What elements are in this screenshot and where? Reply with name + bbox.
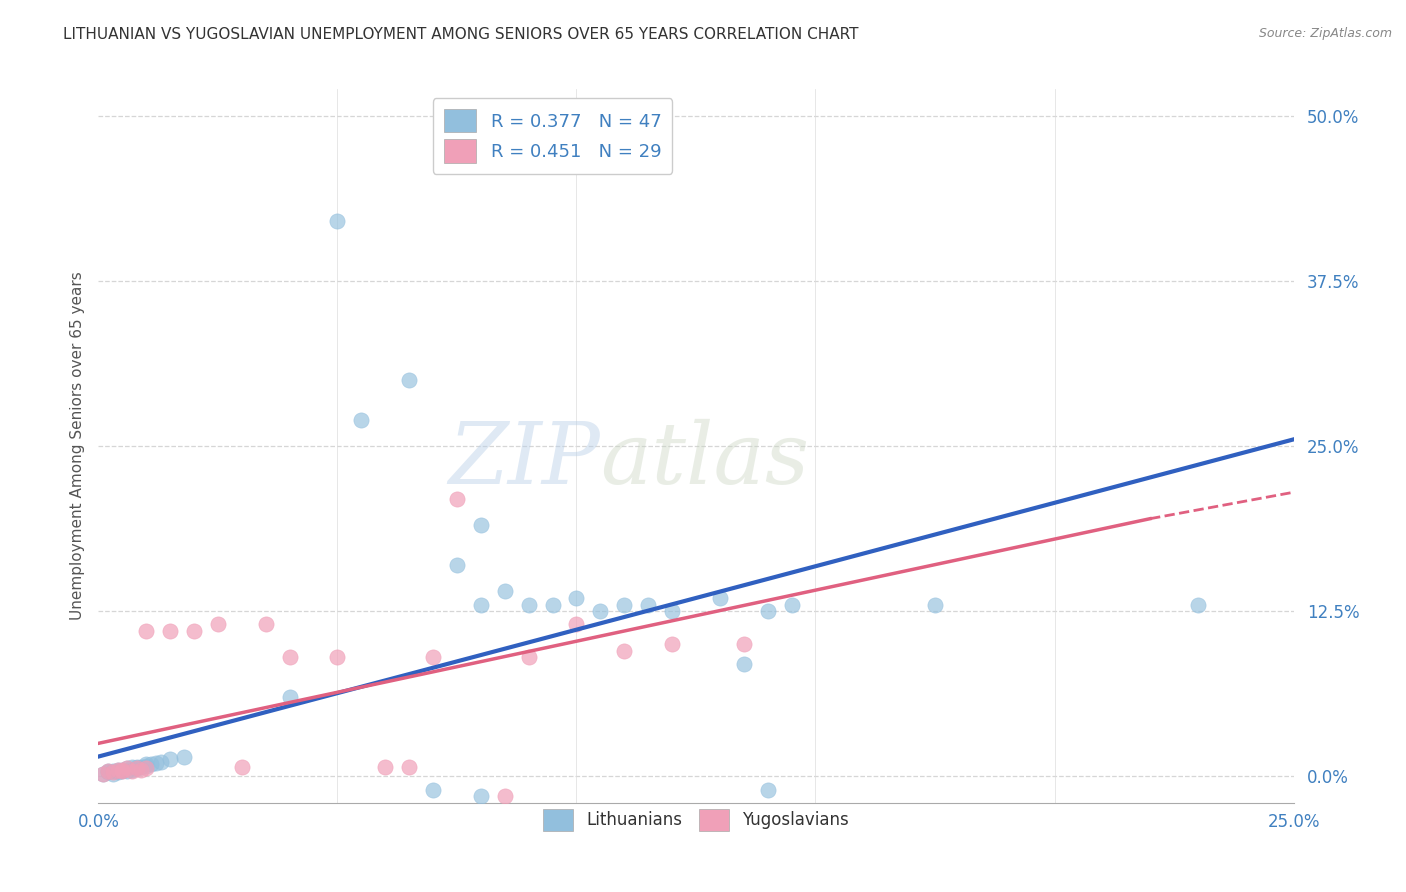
Point xyxy=(398,760,420,774)
Point xyxy=(589,604,612,618)
Point xyxy=(278,690,301,704)
Point xyxy=(709,591,731,605)
Y-axis label: Unemployment Among Seniors over 65 years: Unemployment Among Seniors over 65 years xyxy=(69,272,84,620)
Point xyxy=(107,765,129,780)
Point xyxy=(135,761,157,775)
Point xyxy=(422,782,444,797)
Point xyxy=(121,764,143,778)
Point xyxy=(374,760,396,774)
Point xyxy=(91,766,114,780)
Point xyxy=(326,214,349,228)
Point xyxy=(91,766,114,780)
Point xyxy=(135,759,157,773)
Point xyxy=(97,764,120,778)
Point xyxy=(135,757,157,772)
Point xyxy=(780,598,803,612)
Point xyxy=(101,764,124,778)
Point xyxy=(350,412,373,426)
Point xyxy=(121,763,143,777)
Point xyxy=(131,763,153,777)
Point xyxy=(661,604,683,618)
Point xyxy=(278,650,301,665)
Point xyxy=(446,491,468,506)
Point xyxy=(446,558,468,572)
Point xyxy=(494,584,516,599)
Point xyxy=(101,766,124,780)
Text: ZIP: ZIP xyxy=(449,419,600,501)
Point xyxy=(756,604,779,618)
Point xyxy=(924,598,946,612)
Point xyxy=(565,617,588,632)
Point xyxy=(131,760,153,774)
Point xyxy=(125,761,148,775)
Point xyxy=(661,637,683,651)
Text: LITHUANIAN VS YUGOSLAVIAN UNEMPLOYMENT AMONG SENIORS OVER 65 YEARS CORRELATION C: LITHUANIAN VS YUGOSLAVIAN UNEMPLOYMENT A… xyxy=(63,27,859,42)
Point xyxy=(231,760,253,774)
Point xyxy=(135,624,157,638)
Point xyxy=(637,598,659,612)
Point xyxy=(121,760,143,774)
Point xyxy=(733,637,755,651)
Point xyxy=(470,518,492,533)
Point xyxy=(613,598,636,612)
Point xyxy=(115,761,138,775)
Point xyxy=(145,756,167,771)
Legend: Lithuanians, Yugoslavians: Lithuanians, Yugoslavians xyxy=(536,803,856,838)
Point xyxy=(97,765,120,780)
Point xyxy=(517,598,540,612)
Point xyxy=(733,657,755,671)
Point xyxy=(115,764,138,778)
Text: Source: ZipAtlas.com: Source: ZipAtlas.com xyxy=(1258,27,1392,40)
Point xyxy=(183,624,205,638)
Point xyxy=(107,763,129,777)
Point xyxy=(398,373,420,387)
Point xyxy=(125,761,148,775)
Point xyxy=(541,598,564,612)
Point xyxy=(422,650,444,665)
Point xyxy=(107,763,129,777)
Point xyxy=(756,782,779,797)
Point xyxy=(326,650,349,665)
Point xyxy=(254,617,277,632)
Point xyxy=(111,763,134,777)
Point xyxy=(517,650,540,665)
Point xyxy=(159,752,181,766)
Point xyxy=(111,763,134,777)
Point xyxy=(470,598,492,612)
Point xyxy=(139,757,162,772)
Point xyxy=(470,789,492,804)
Point xyxy=(97,764,120,778)
Point xyxy=(173,749,195,764)
Text: atlas: atlas xyxy=(600,419,810,501)
Point xyxy=(207,617,229,632)
Point xyxy=(149,755,172,769)
Point xyxy=(565,591,588,605)
Point xyxy=(1187,598,1209,612)
Point xyxy=(101,765,124,780)
Point xyxy=(111,764,134,778)
Point xyxy=(111,764,134,778)
Point xyxy=(494,789,516,804)
Point xyxy=(613,644,636,658)
Point xyxy=(125,760,148,774)
Point xyxy=(159,624,181,638)
Point xyxy=(115,761,138,775)
